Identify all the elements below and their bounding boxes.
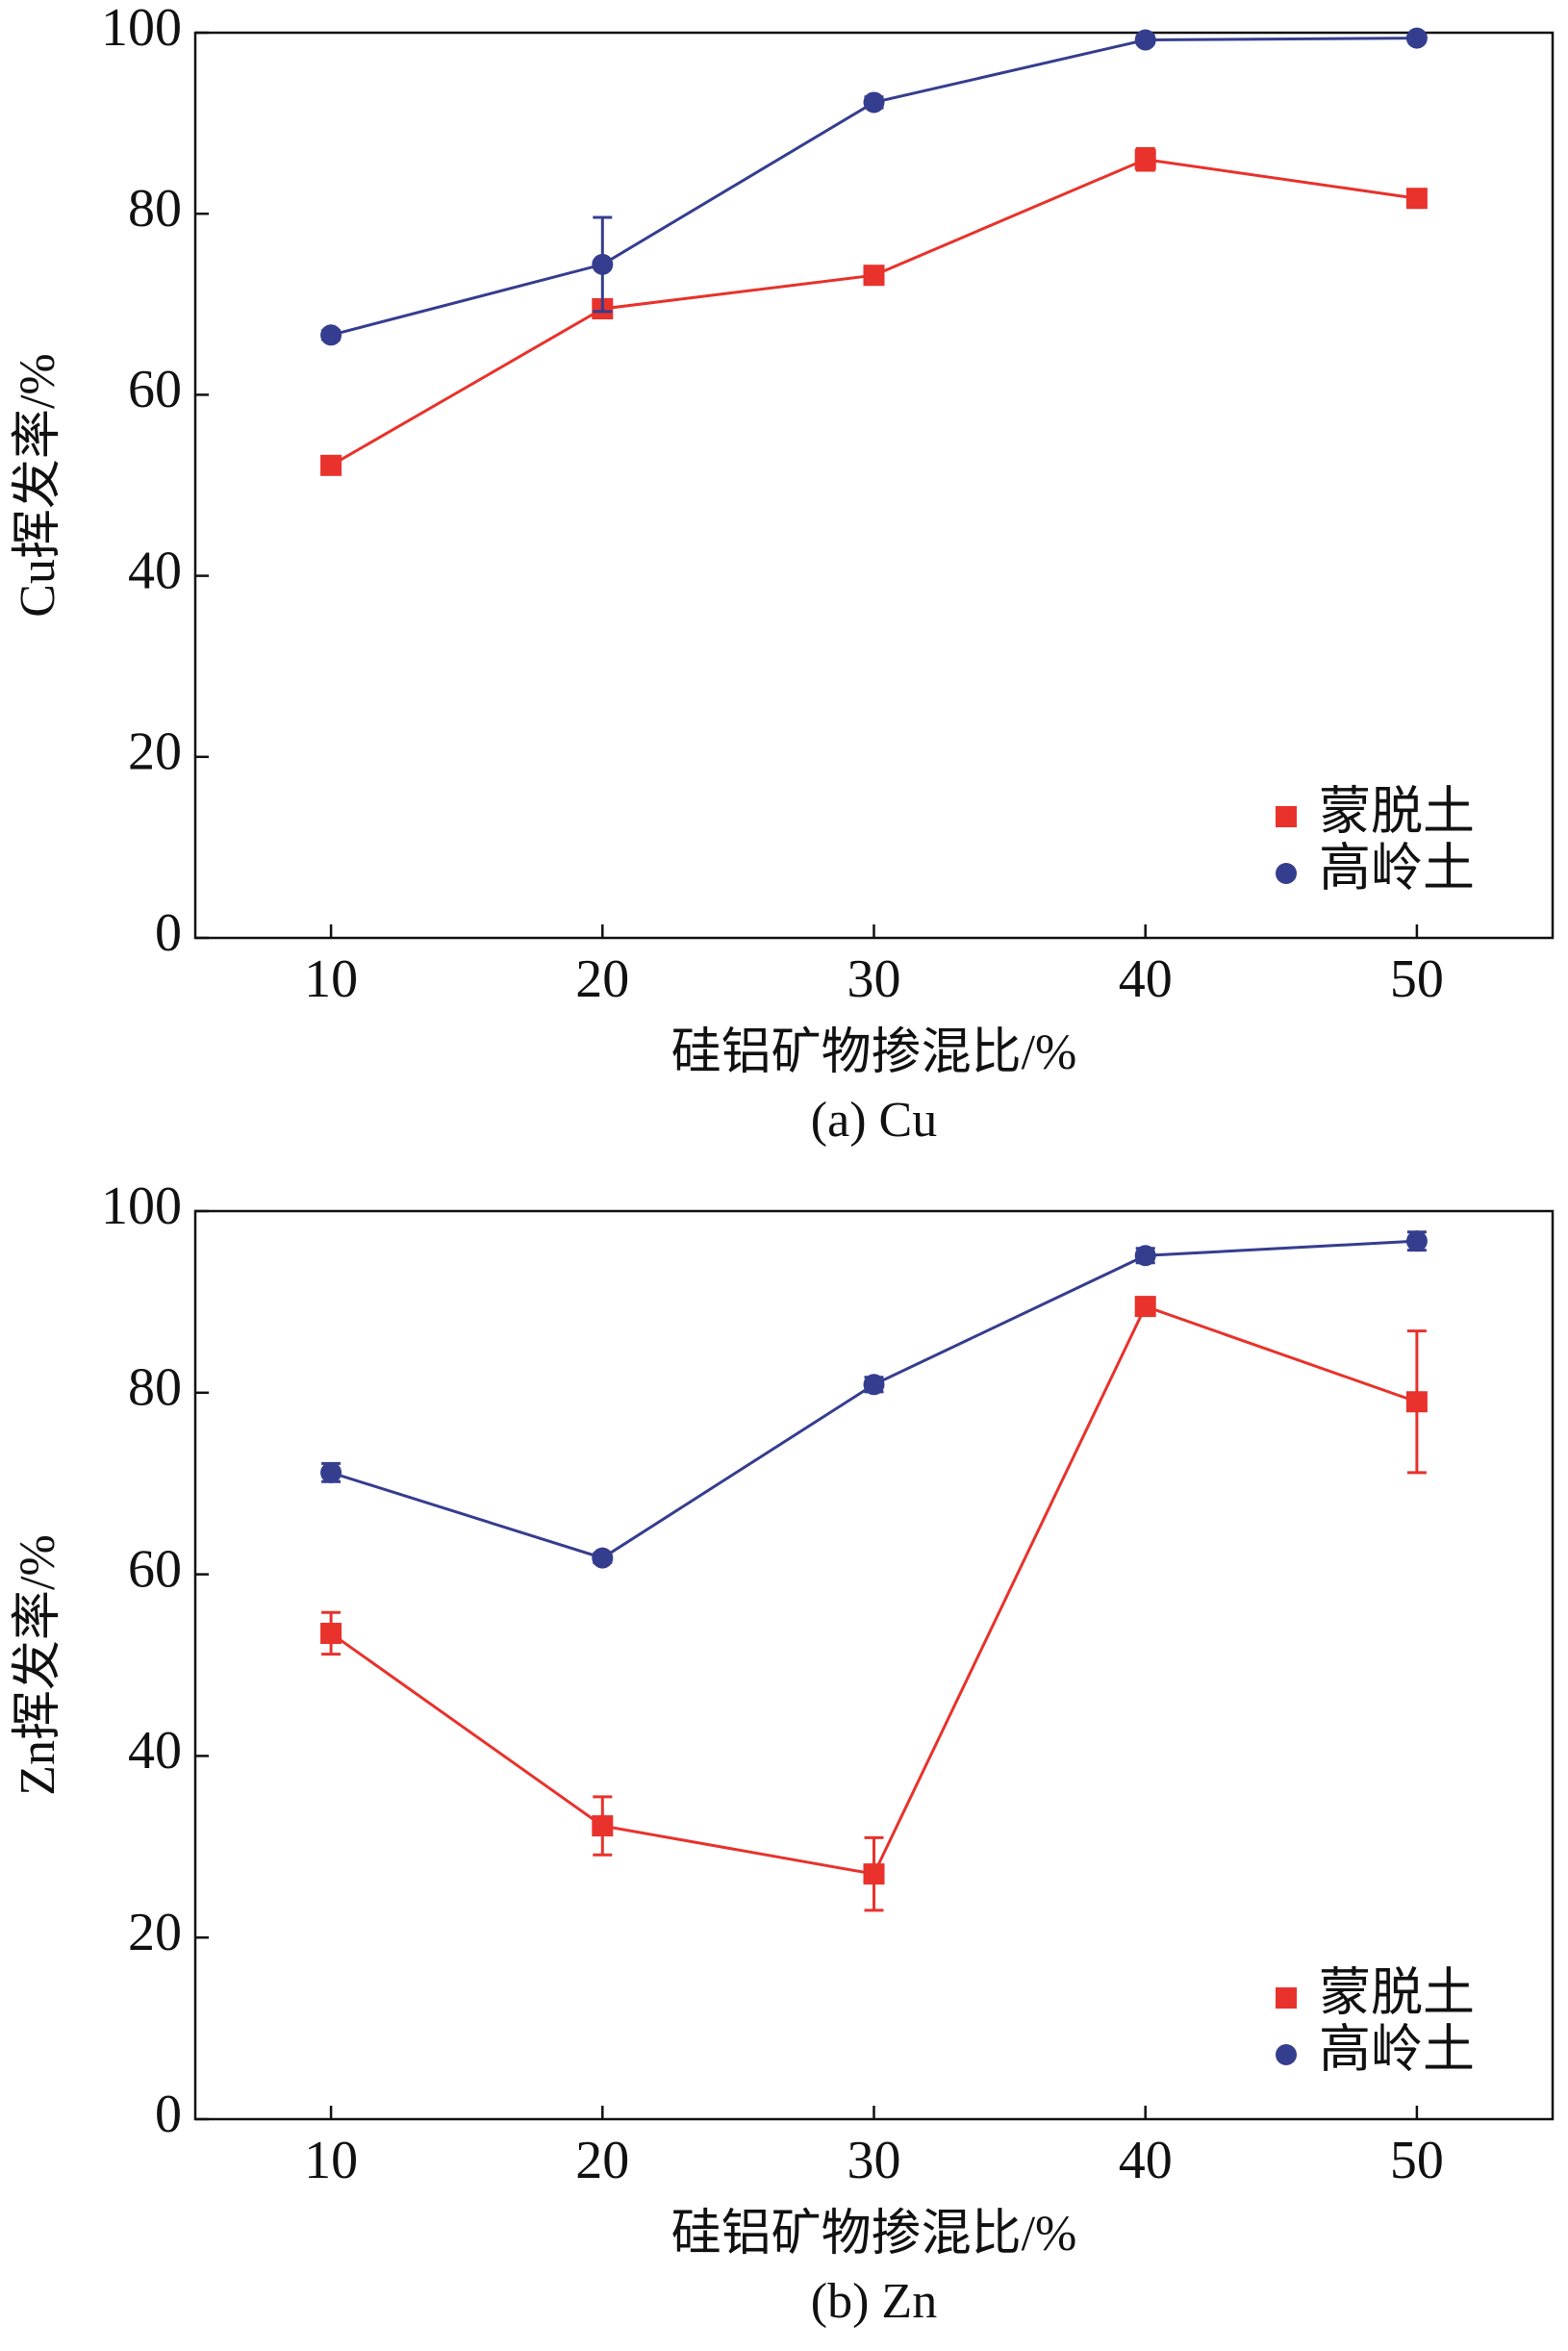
y-tick-label: 60 [128,360,182,419]
y-tick-label: 0 [155,903,182,963]
marker [1134,1245,1156,1267]
marker [1134,1296,1156,1318]
y-tick-label: 80 [128,179,182,239]
y-tick-label: 20 [128,722,182,782]
marker [1405,1391,1428,1413]
x-axis-label: 硅铝矿物掺混比/% [671,1025,1077,1080]
marker [863,265,885,287]
marker [320,454,342,476]
marker [592,1815,614,1837]
series-line [330,1239,1417,1560]
legend-label: 高岭土 [1319,2020,1475,2078]
marker [320,1461,342,1483]
chart-caption: (b) Zn [811,2274,937,2329]
chart-caption: (a) Cu [811,1093,937,1148]
legend-marker [1276,1987,1297,2009]
y-tick-label: 40 [128,1721,182,1781]
marker [592,1547,614,1569]
x-axis-label: 硅铝矿物掺混比/% [671,2207,1077,2262]
legend-label: 高岭土 [1319,839,1475,897]
y-tick-label: 60 [128,1539,182,1599]
marker [1405,27,1428,49]
x-tick-label: 10 [304,949,358,1009]
marker [1405,188,1428,210]
series-line [330,37,1417,337]
series-line [330,158,1418,468]
legend-marker [1276,863,1297,884]
marker [320,1622,342,1644]
x-tick-label: 40 [1119,2131,1173,2190]
y-tick-label: 80 [128,1358,182,1418]
y-tick-label: 100 [101,0,182,58]
marker [592,253,614,275]
marker [863,1374,885,1396]
y-axis-label: Zn挥发率/% [11,1534,65,1796]
x-tick-label: 20 [575,949,629,1009]
legend-marker [1276,2044,1297,2065]
x-tick-label: 30 [847,2131,901,2190]
marker [1134,29,1156,51]
x-tick-label: 40 [1119,949,1173,1009]
marker [1134,148,1156,170]
marker [863,91,885,114]
x-tick-label: 20 [575,2131,629,2190]
x-tick-label: 30 [847,949,901,1009]
y-tick-label: 20 [128,1903,182,1962]
y-tick-label: 100 [101,1176,182,1236]
x-tick-label: 50 [1390,949,1444,1009]
y-tick-label: 40 [128,541,182,600]
y-axis-label: Cu挥发率/% [11,353,65,617]
y-tick-label: 0 [155,2085,182,2144]
marker [863,1863,885,1885]
x-tick-label: 10 [304,2131,358,2190]
x-tick-label: 50 [1390,2131,1444,2190]
marker [320,324,342,346]
legend-label: 蒙脱土 [1319,1963,1475,2021]
legend-label: 蒙脱土 [1319,782,1475,840]
marker [1405,1230,1428,1252]
legend-marker [1276,806,1297,827]
